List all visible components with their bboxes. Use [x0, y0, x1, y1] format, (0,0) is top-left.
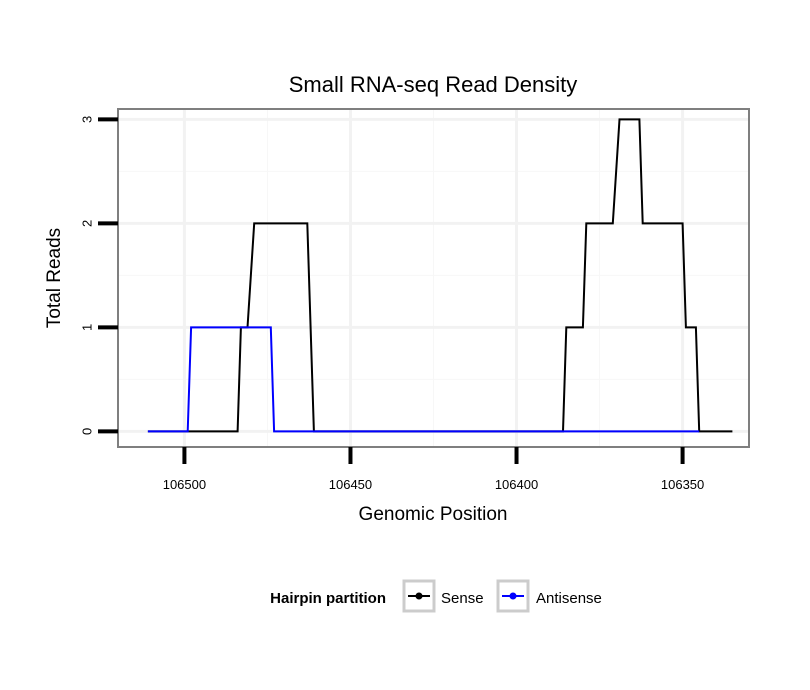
legend-label-sense: Sense	[441, 590, 484, 607]
x-tick-label: 106450	[329, 477, 372, 492]
y-tick-label: 2	[79, 220, 94, 227]
x-axis: 106500 106450 106400 106350	[163, 447, 704, 492]
legend-dot-sense	[415, 592, 423, 600]
legend: Hairpin partition Sense Antisense	[270, 579, 602, 613]
x-tick-label: 106400	[495, 477, 538, 492]
y-tick-label: 3	[79, 116, 94, 123]
grid-minor	[118, 109, 749, 447]
y-axis-title: Total Reads	[44, 228, 65, 328]
series-layer	[147, 118, 733, 433]
y-tick-label: 0	[79, 428, 94, 435]
legend-dot-antisense	[509, 592, 517, 600]
x-tick-label: 106350	[661, 477, 704, 492]
legend-title: Hairpin partition	[270, 590, 386, 607]
plot-border	[117, 108, 750, 448]
legend-label-antisense: Antisense	[536, 590, 602, 607]
chart-title: Small RNA-seq Read Density	[289, 72, 578, 97]
legend-key-antisense	[496, 579, 530, 613]
series-line-sense	[147, 118, 733, 433]
y-axis: 0 1 2 3	[79, 116, 118, 435]
x-tick-label: 106500	[163, 477, 206, 492]
series-line-antisense	[147, 326, 700, 433]
y-tick-label: 1	[79, 324, 94, 331]
x-axis-title: Genomic Position	[359, 504, 508, 525]
